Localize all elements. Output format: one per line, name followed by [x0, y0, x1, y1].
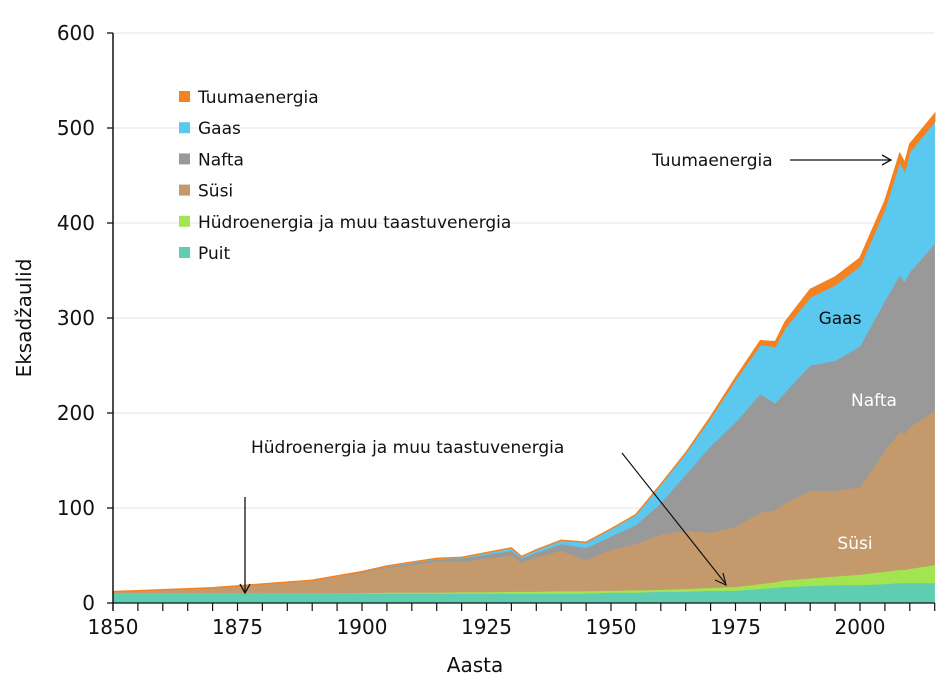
- y-tick-label: 600: [57, 21, 95, 45]
- y-tick-label: 500: [57, 116, 95, 140]
- x-tick-label: 1850: [88, 615, 139, 639]
- legend-swatch: [179, 91, 190, 102]
- y-tick-label: 200: [57, 401, 95, 425]
- x-tick-label: 2000: [835, 615, 886, 639]
- y-tick-label: 0: [82, 591, 95, 615]
- arrowhead-icon: [881, 154, 893, 166]
- annotation-nuclear: Tuumaenergia: [651, 151, 773, 171]
- y-tick-label: 400: [57, 211, 95, 235]
- annotation-hydro: Hüdroenergia ja muu taastuvenergia: [251, 438, 564, 458]
- arrowhead-icon: [714, 572, 727, 587]
- annotation-hydro-arrow: [621, 452, 726, 584]
- arrowhead-icon: [239, 583, 251, 595]
- x-tick-label: 1950: [586, 615, 637, 639]
- x-tick-label: 1975: [710, 615, 761, 639]
- legend-label: Gaas: [198, 119, 241, 139]
- x-tick-label: 1925: [461, 615, 512, 639]
- legend-label: Puit: [198, 244, 230, 264]
- axes: 0 100 200 300 400 500 600 1850 1875 1900 1925 1950 1…: [57, 21, 936, 639]
- legend-label: Hüdroenergia ja muu taastuvenergia: [198, 213, 511, 233]
- legend-swatch: [179, 215, 190, 227]
- legend: Tuumaenergia Gaas Nafta Süsi Hüdroenergia ja…: [179, 88, 511, 264]
- stacked-areas: [112, 111, 936, 604]
- legend-swatch: [179, 184, 190, 196]
- annotation-coal: Süsi: [837, 534, 872, 554]
- x-tick-label: 1875: [212, 615, 263, 639]
- legend-label: Süsi: [198, 182, 233, 202]
- legend-label: Tuumaenergia: [197, 88, 319, 108]
- x-axis-label: Aasta: [447, 653, 503, 677]
- legend-swatch: [179, 153, 190, 165]
- annotation-gas: Gaas: [819, 309, 862, 329]
- legend-swatch: [179, 247, 190, 258]
- y-tick-label: 300: [57, 306, 95, 330]
- legend-label: Nafta: [198, 150, 244, 170]
- x-tick-label: 1900: [337, 615, 388, 639]
- area-5: [112, 111, 936, 593]
- annotation-oil: Nafta: [851, 391, 897, 411]
- y-tick-label: 100: [57, 496, 95, 520]
- y-axis-label: Eksadžaulid: [12, 259, 36, 378]
- legend-swatch: [179, 122, 190, 134]
